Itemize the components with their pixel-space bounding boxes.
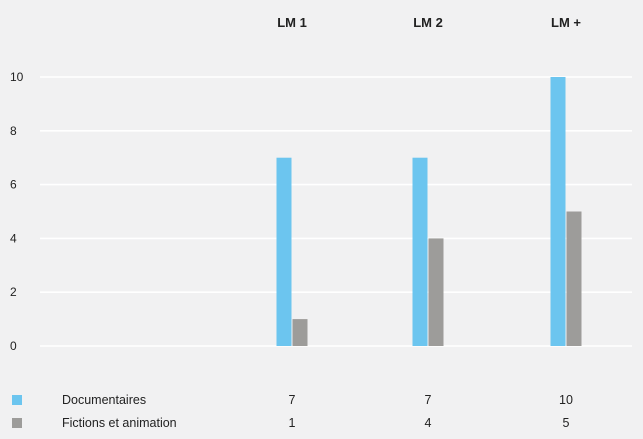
- bar-fictions-0: [292, 319, 308, 346]
- legend-swatch: [12, 395, 22, 405]
- bar-fictions-2: [566, 211, 582, 346]
- category-label: LM 2: [413, 15, 443, 30]
- bar-fictions-1: [428, 238, 444, 346]
- y-tick-label: 4: [10, 231, 17, 245]
- y-tick-label: 2: [10, 285, 17, 299]
- y-tick-label: 6: [10, 178, 17, 192]
- table-value: 7: [425, 393, 432, 407]
- legend-label: Documentaires: [62, 393, 146, 407]
- table-value: 4: [425, 416, 432, 430]
- table-value: 1: [289, 416, 296, 430]
- category-label: LM +: [551, 15, 581, 30]
- y-tick-label: 0: [10, 339, 17, 353]
- y-tick-label: 10: [10, 70, 24, 84]
- legend-label: Fictions et animation: [62, 416, 177, 430]
- table-value: 7: [289, 393, 296, 407]
- bar-documentaires-0: [276, 157, 292, 346]
- y-tick-label: 8: [10, 124, 17, 138]
- category-label: LM 1: [277, 15, 307, 30]
- table-value: 10: [559, 393, 573, 407]
- bar-documentaires-1: [412, 157, 428, 346]
- table-value: 5: [563, 416, 570, 430]
- bar-documentaires-2: [550, 77, 566, 346]
- legend-swatch: [12, 418, 22, 428]
